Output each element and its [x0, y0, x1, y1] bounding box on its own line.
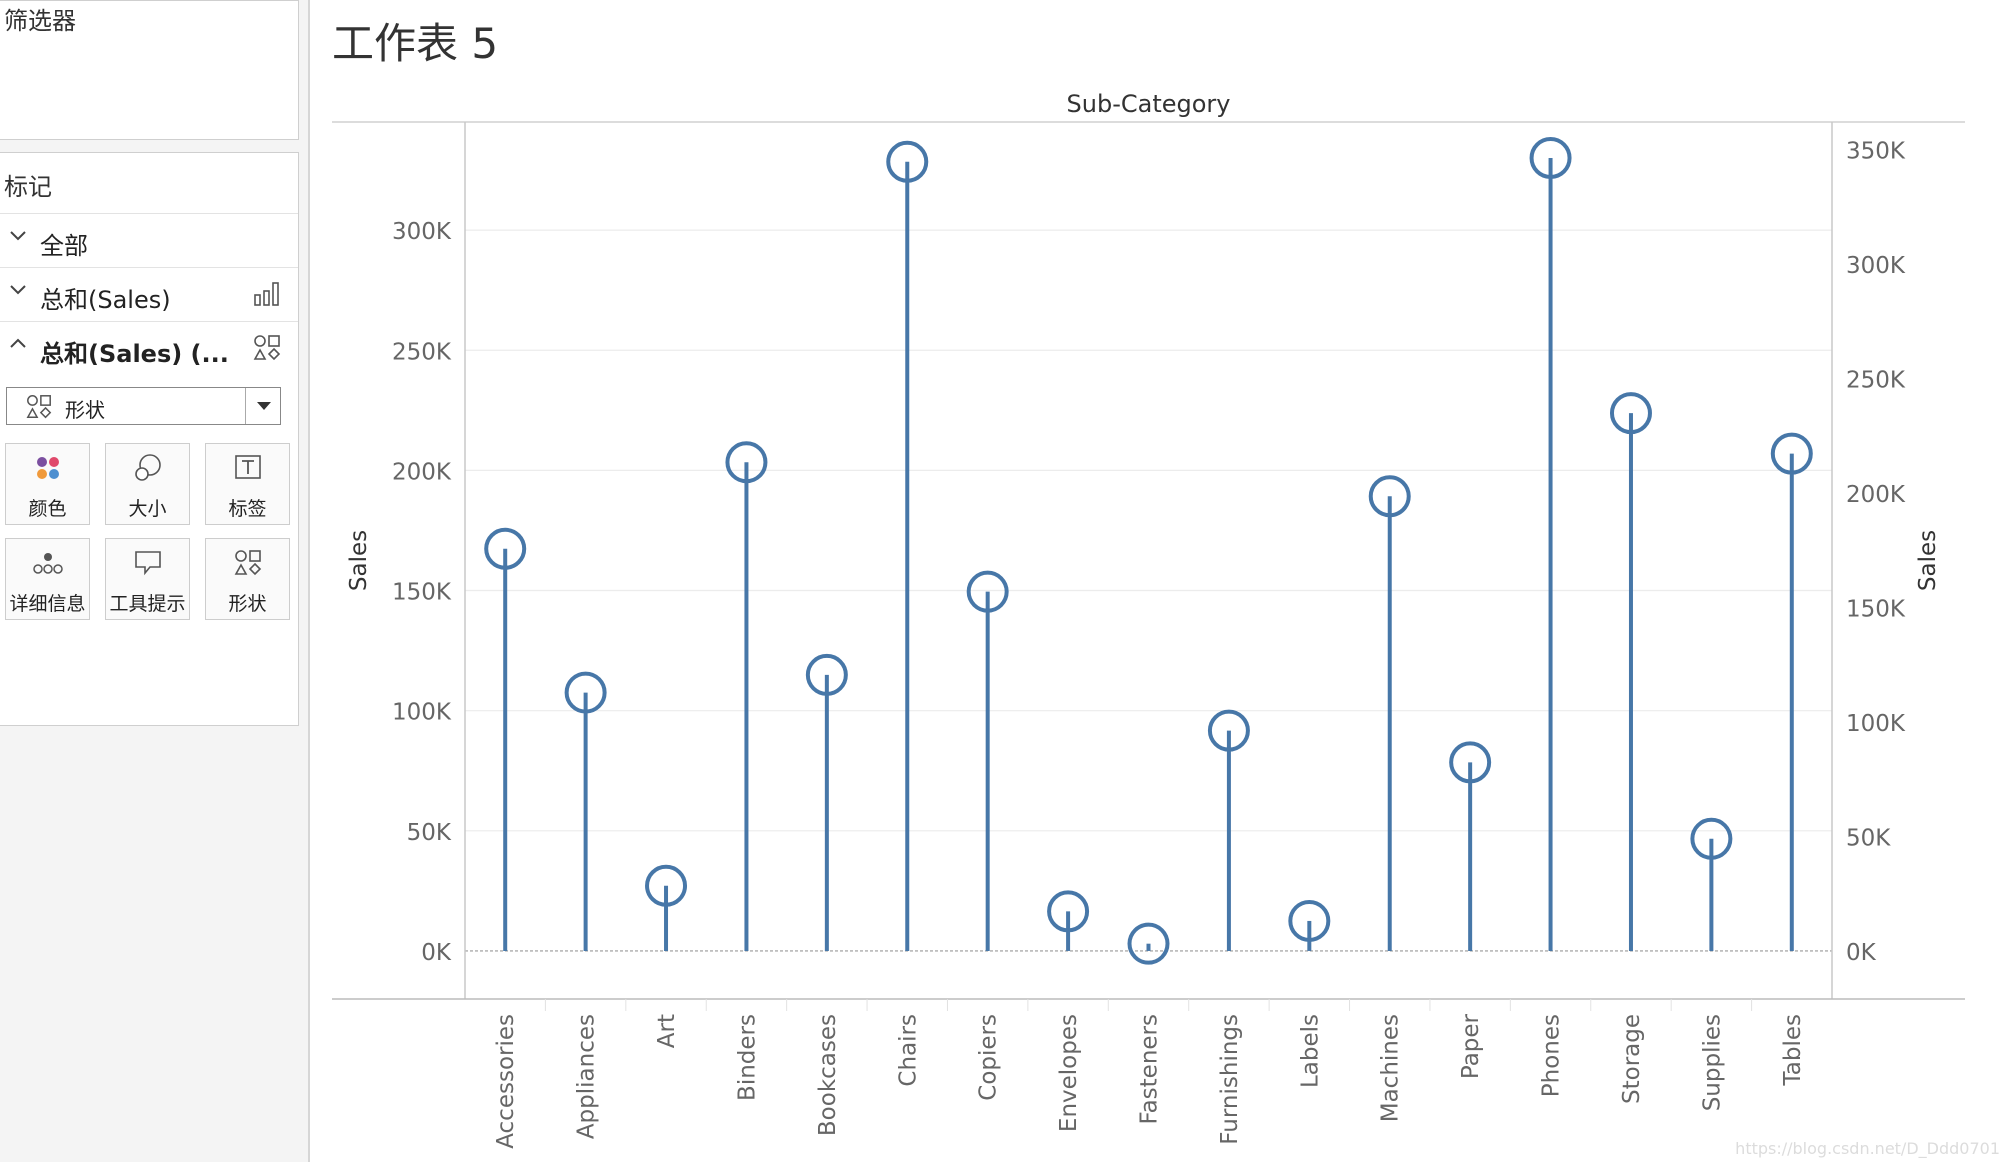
detail-button[interactable]: 详细信息 [5, 538, 90, 620]
color-dots-icon [37, 457, 59, 479]
category-label: Storage [1619, 1014, 1645, 1104]
circle-mark-paper [1449, 741, 1492, 784]
marks-row-sum-sales-bar[interactable]: 总和(Sales) [0, 267, 298, 321]
shapes-icon [234, 550, 262, 576]
marks-row-all[interactable]: 全部 [0, 213, 298, 267]
left-tick-label: 300K [392, 219, 452, 245]
shapes-icon [26, 395, 52, 419]
circle-mark-copiers [966, 570, 1009, 613]
category-label: Bookcases [815, 1014, 841, 1136]
marks-card: 标记 全部 总和(Sales) 总和(Sales) (... [0, 152, 299, 726]
left-tick-label: 250K [392, 339, 452, 365]
shape-button[interactable]: 形状 [205, 538, 290, 620]
detail-button-label: 详细信息 [9, 593, 86, 615]
category-label: Envelopes [1056, 1014, 1082, 1132]
category-label: Appliances [574, 1014, 600, 1139]
size-button[interactable]: 大小 [105, 443, 190, 525]
label-icon [235, 455, 261, 479]
right-tick-label: 150K [1846, 596, 1906, 622]
category-label: Fasteners [1137, 1014, 1163, 1125]
left-tick-label: 150K [392, 580, 452, 606]
category-label: Labels [1297, 1014, 1323, 1088]
right-tick-label: 100K [1846, 711, 1906, 737]
mark-type-value: 形状 [65, 398, 105, 422]
circle-mark-envelopes [1047, 890, 1090, 933]
circle-mark-tables [1770, 432, 1813, 475]
circle-mark-art [645, 864, 688, 907]
circle-mark-furnishings [1207, 709, 1250, 752]
circle-mark-machines [1368, 475, 1411, 518]
circle-mark-storage [1609, 392, 1652, 435]
label-button-label: 标签 [228, 498, 267, 520]
marks-row-label: 总和(Sales) [40, 286, 171, 314]
right-tick-label: 300K [1846, 253, 1906, 279]
dropdown-separator [245, 388, 246, 424]
category-label: Tables [1780, 1014, 1806, 1086]
watermark: https://blog.csdn.net/D_Ddd0701 [1735, 1139, 2000, 1158]
chevron-down-icon[interactable] [8, 280, 28, 300]
marks-row-label: 总和(Sales) (... [40, 340, 229, 368]
left-tick-label: 100K [392, 700, 452, 726]
category-label: Supplies [1699, 1014, 1725, 1111]
category-label: Machines [1378, 1014, 1404, 1122]
circle-mark-accessories [484, 527, 527, 570]
circle-mark-labels [1288, 899, 1331, 942]
category-label: Accessories [493, 1014, 519, 1149]
right-tick-label: 50K [1846, 825, 1891, 851]
chevron-down-icon[interactable] [8, 226, 28, 246]
right-tick-label: 250K [1846, 367, 1906, 393]
shapes-icon [253, 335, 281, 361]
size-button-label: 大小 [128, 498, 167, 520]
category-label: Copiers [976, 1014, 1002, 1101]
category-label: Art [654, 1014, 680, 1048]
panel-divider[interactable] [308, 0, 310, 1162]
marks-row-label: 全部 [40, 232, 88, 260]
lollipop-chart: Sub-Category 0K 50K 100K 150K 200K 250K 300K 0K 5… [332, 90, 1965, 1149]
tooltip-button[interactable]: 工具提示 [105, 538, 190, 620]
right-tick-label: 200K [1846, 482, 1906, 508]
label-button[interactable]: 标签 [205, 443, 290, 525]
circle-mark-phones [1529, 137, 1572, 180]
size-icon [135, 454, 161, 481]
tooltip-icon [135, 551, 161, 576]
left-tick-label: 0K [421, 940, 452, 966]
mark-type-dropdown[interactable]: 形状 [6, 387, 281, 425]
color-button[interactable]: 颜色 [5, 443, 90, 525]
sheet-title: 工作表 5 [332, 19, 499, 68]
left-tick-label: 200K [392, 459, 452, 485]
circle-mark-chairs [886, 140, 929, 183]
bar-chart-icon [254, 282, 279, 306]
category-label: Paper [1458, 1013, 1484, 1079]
right-axis-title: Sales [1915, 530, 1941, 591]
circle-mark-supplies [1690, 817, 1733, 860]
left-panel: 筛选器 标记 全部 总和(Sales) 总和(Sales) (... [0, 0, 310, 1162]
marks-row-sum-sales-shape[interactable]: 总和(Sales) (... [0, 321, 298, 375]
marks-title: 标记 [4, 173, 52, 201]
dropdown-arrow-icon[interactable] [257, 402, 271, 410]
category-label: Furnishings [1217, 1014, 1243, 1145]
category-label: Chairs [895, 1014, 921, 1087]
filters-title: 筛选器 [4, 7, 76, 35]
right-tick-label: 350K [1846, 138, 1906, 164]
circle-mark-fasteners [1127, 922, 1170, 965]
detail-icon [33, 553, 63, 574]
left-axis-title: Sales [346, 530, 372, 591]
circle-mark-bookcases [805, 653, 848, 696]
shape-button-label: 形状 [228, 593, 267, 615]
category-label: Binders [734, 1014, 760, 1101]
color-button-label: 颜色 [28, 498, 67, 520]
circle-mark-binders [725, 441, 768, 484]
tooltip-button-label: 工具提示 [109, 593, 186, 615]
right-tick-label: 0K [1846, 940, 1877, 966]
chevron-up-icon[interactable] [8, 334, 28, 354]
chart-title: Sub-Category [1067, 90, 1231, 118]
category-label: Phones [1539, 1014, 1565, 1097]
circle-mark-appliances [564, 671, 607, 714]
filters-card[interactable]: 筛选器 [0, 0, 299, 140]
left-tick-label: 50K [407, 820, 452, 846]
